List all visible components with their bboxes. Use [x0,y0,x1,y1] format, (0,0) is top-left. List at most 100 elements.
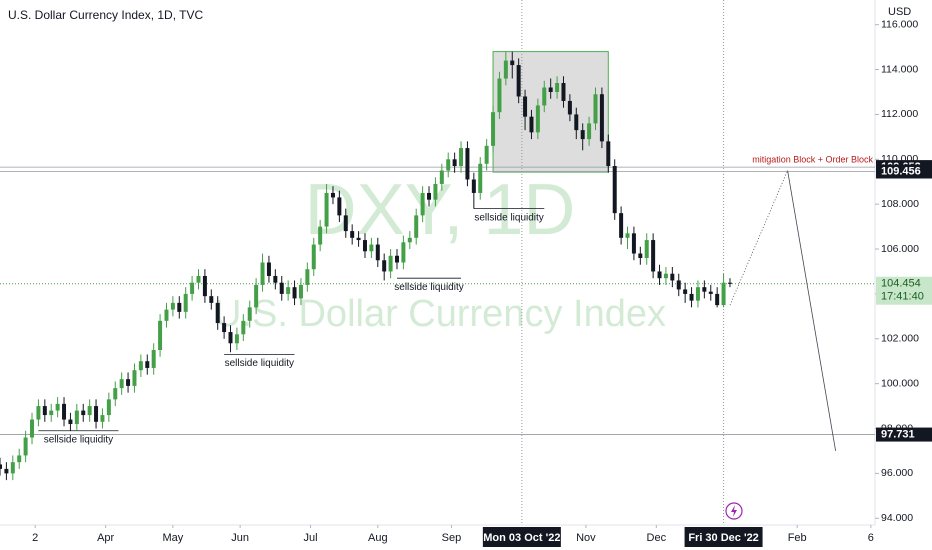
candle-body [311,244,316,270]
candle-body [247,307,252,321]
candle-body [414,215,419,238]
event-bolt [731,505,737,517]
candle-body [49,410,54,416]
candle-body [292,287,297,299]
price-label-box [876,427,932,442]
candle-body [567,100,572,115]
candle-body [727,282,732,284]
chart-title: U.S. Dollar Currency Index, 1D, TVC [8,8,204,22]
candle-body [202,275,207,297]
candle-body [241,320,246,335]
price-label: 97.731 [881,428,915,440]
candle-body [638,253,643,259]
candle-body [113,388,118,400]
candle-body [612,166,617,214]
candle-body [42,406,47,416]
y-tick-label: 102.000 [881,333,919,345]
candle-body [234,334,239,344]
candle-body [375,244,380,261]
candle-body [555,83,560,92]
candle-body [81,410,86,416]
candle-body [362,240,367,252]
x-tick-label: Jul [304,532,318,544]
y-tick-label: 116.000 [881,18,918,30]
candle-body [183,293,188,312]
candle-body [254,284,259,308]
candle-body [260,262,265,285]
candle-body [196,275,201,283]
candle-body [516,65,521,97]
x-tick-label: May [162,532,183,544]
candle-body [657,271,662,279]
candle-body [30,419,35,438]
candle-body [644,240,649,259]
candle-body [343,215,348,232]
candle-body [542,87,547,106]
candle-body [337,197,342,216]
candle-body [94,406,99,422]
candle-body [286,287,291,294]
candle-body [683,289,688,294]
candle-body [106,399,111,416]
candle-body [439,170,444,184]
candle-body [715,293,720,306]
candle-body [394,255,399,263]
candle-body [279,282,284,294]
candle-body [574,114,579,131]
candle-body [74,410,79,425]
candle-body [190,282,195,294]
candle-body [689,293,694,301]
candle-body [465,148,470,180]
y-tick-label: 108.000 [881,198,919,210]
candle-body [126,379,131,386]
candle-body [132,370,137,386]
candle-body [55,403,60,411]
candle-body [510,60,515,66]
candle-body [170,302,175,310]
y-tick-label: 94.000 [881,512,913,524]
x-tick-label: Sep [442,532,462,544]
candle-body [471,179,476,193]
candle-body [484,145,489,164]
x-tick-label: 2 [32,532,38,544]
candle-body [625,233,630,238]
candle-body [695,287,700,301]
plot: mitigation Block + Order Block sellside l… [0,0,875,525]
candle-body [535,105,540,133]
countdown-label: 17:41:40 [881,291,924,303]
candle-body [222,323,227,333]
candle-body [606,141,611,167]
currency-label: USD [888,6,911,18]
candle-body [4,468,9,474]
candle-body [305,269,310,285]
x-tick-label: Feb [788,532,807,544]
candle-body [388,255,393,272]
price-label: 109.456 [881,165,921,177]
candle-body [702,287,707,292]
x-tick-label: 6 [868,532,874,544]
x-tick-label: Nov [576,532,596,544]
candle-body [350,231,355,238]
liquidity-label: sellside liquidity [474,212,543,223]
candle-body [177,302,182,312]
x-tick-label: Fri 30 Dec '22 [688,532,759,544]
candle-body [209,296,214,303]
candle-body [62,403,67,420]
candle-body [580,130,585,140]
candle-body [478,163,483,193]
candle-body [401,242,406,263]
candle-body [382,260,387,272]
candle-body [273,275,278,283]
candle-body [87,406,92,416]
projection-segment [729,170,788,306]
x-tick-label: Jun [231,532,249,544]
mitigation-label: mitigation Block + Order Block [752,154,873,164]
y-tick-label: 112.000 [881,108,918,120]
x-tick-highlight [482,527,561,547]
candle-body [356,237,361,241]
candle-body [427,192,432,200]
candle-body [663,273,668,279]
candle-body [17,455,22,463]
candle-body [497,78,502,113]
